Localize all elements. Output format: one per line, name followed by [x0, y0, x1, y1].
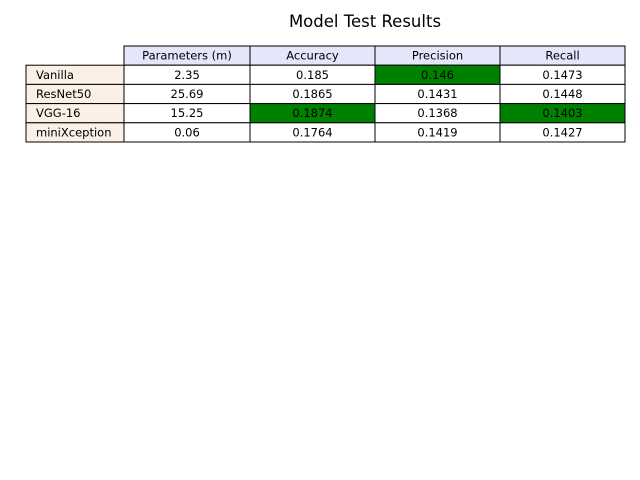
- cell-value: 0.1431: [417, 87, 457, 101]
- cell-value: 0.06: [174, 125, 200, 139]
- cell-value: 0.1865: [292, 87, 332, 101]
- cell-value: 0.1874: [292, 106, 332, 120]
- chart-title: Model Test Results: [288, 12, 442, 31]
- cell-value: 0.1764: [292, 125, 332, 139]
- column-header: Accuracy: [286, 49, 339, 63]
- row-label: VGG-16: [36, 106, 80, 120]
- column-header: Recall: [545, 49, 579, 63]
- row-label: ResNet50: [36, 87, 91, 101]
- cell-value: 25.69: [171, 87, 204, 101]
- column-header: Parameters (m): [142, 49, 232, 63]
- table-cell: [499, 122, 626, 143]
- cell-value: 0.1427: [542, 125, 582, 139]
- cell-value: 0.1473: [542, 68, 582, 82]
- cell-value: 2.35: [174, 68, 200, 82]
- cell-value: 0.1368: [417, 106, 457, 120]
- cell-value: 15.25: [171, 106, 204, 120]
- cell-value: 0.185: [296, 68, 329, 82]
- cell-value: 0.1448: [542, 87, 582, 101]
- row-label: miniXception: [36, 125, 112, 139]
- cell-value: 0.1403: [542, 106, 582, 120]
- row-label: Vanilla: [36, 68, 74, 82]
- cell-value: 0.1419: [417, 125, 457, 139]
- column-header: Precision: [412, 49, 463, 63]
- cell-value: 0.146: [421, 68, 454, 82]
